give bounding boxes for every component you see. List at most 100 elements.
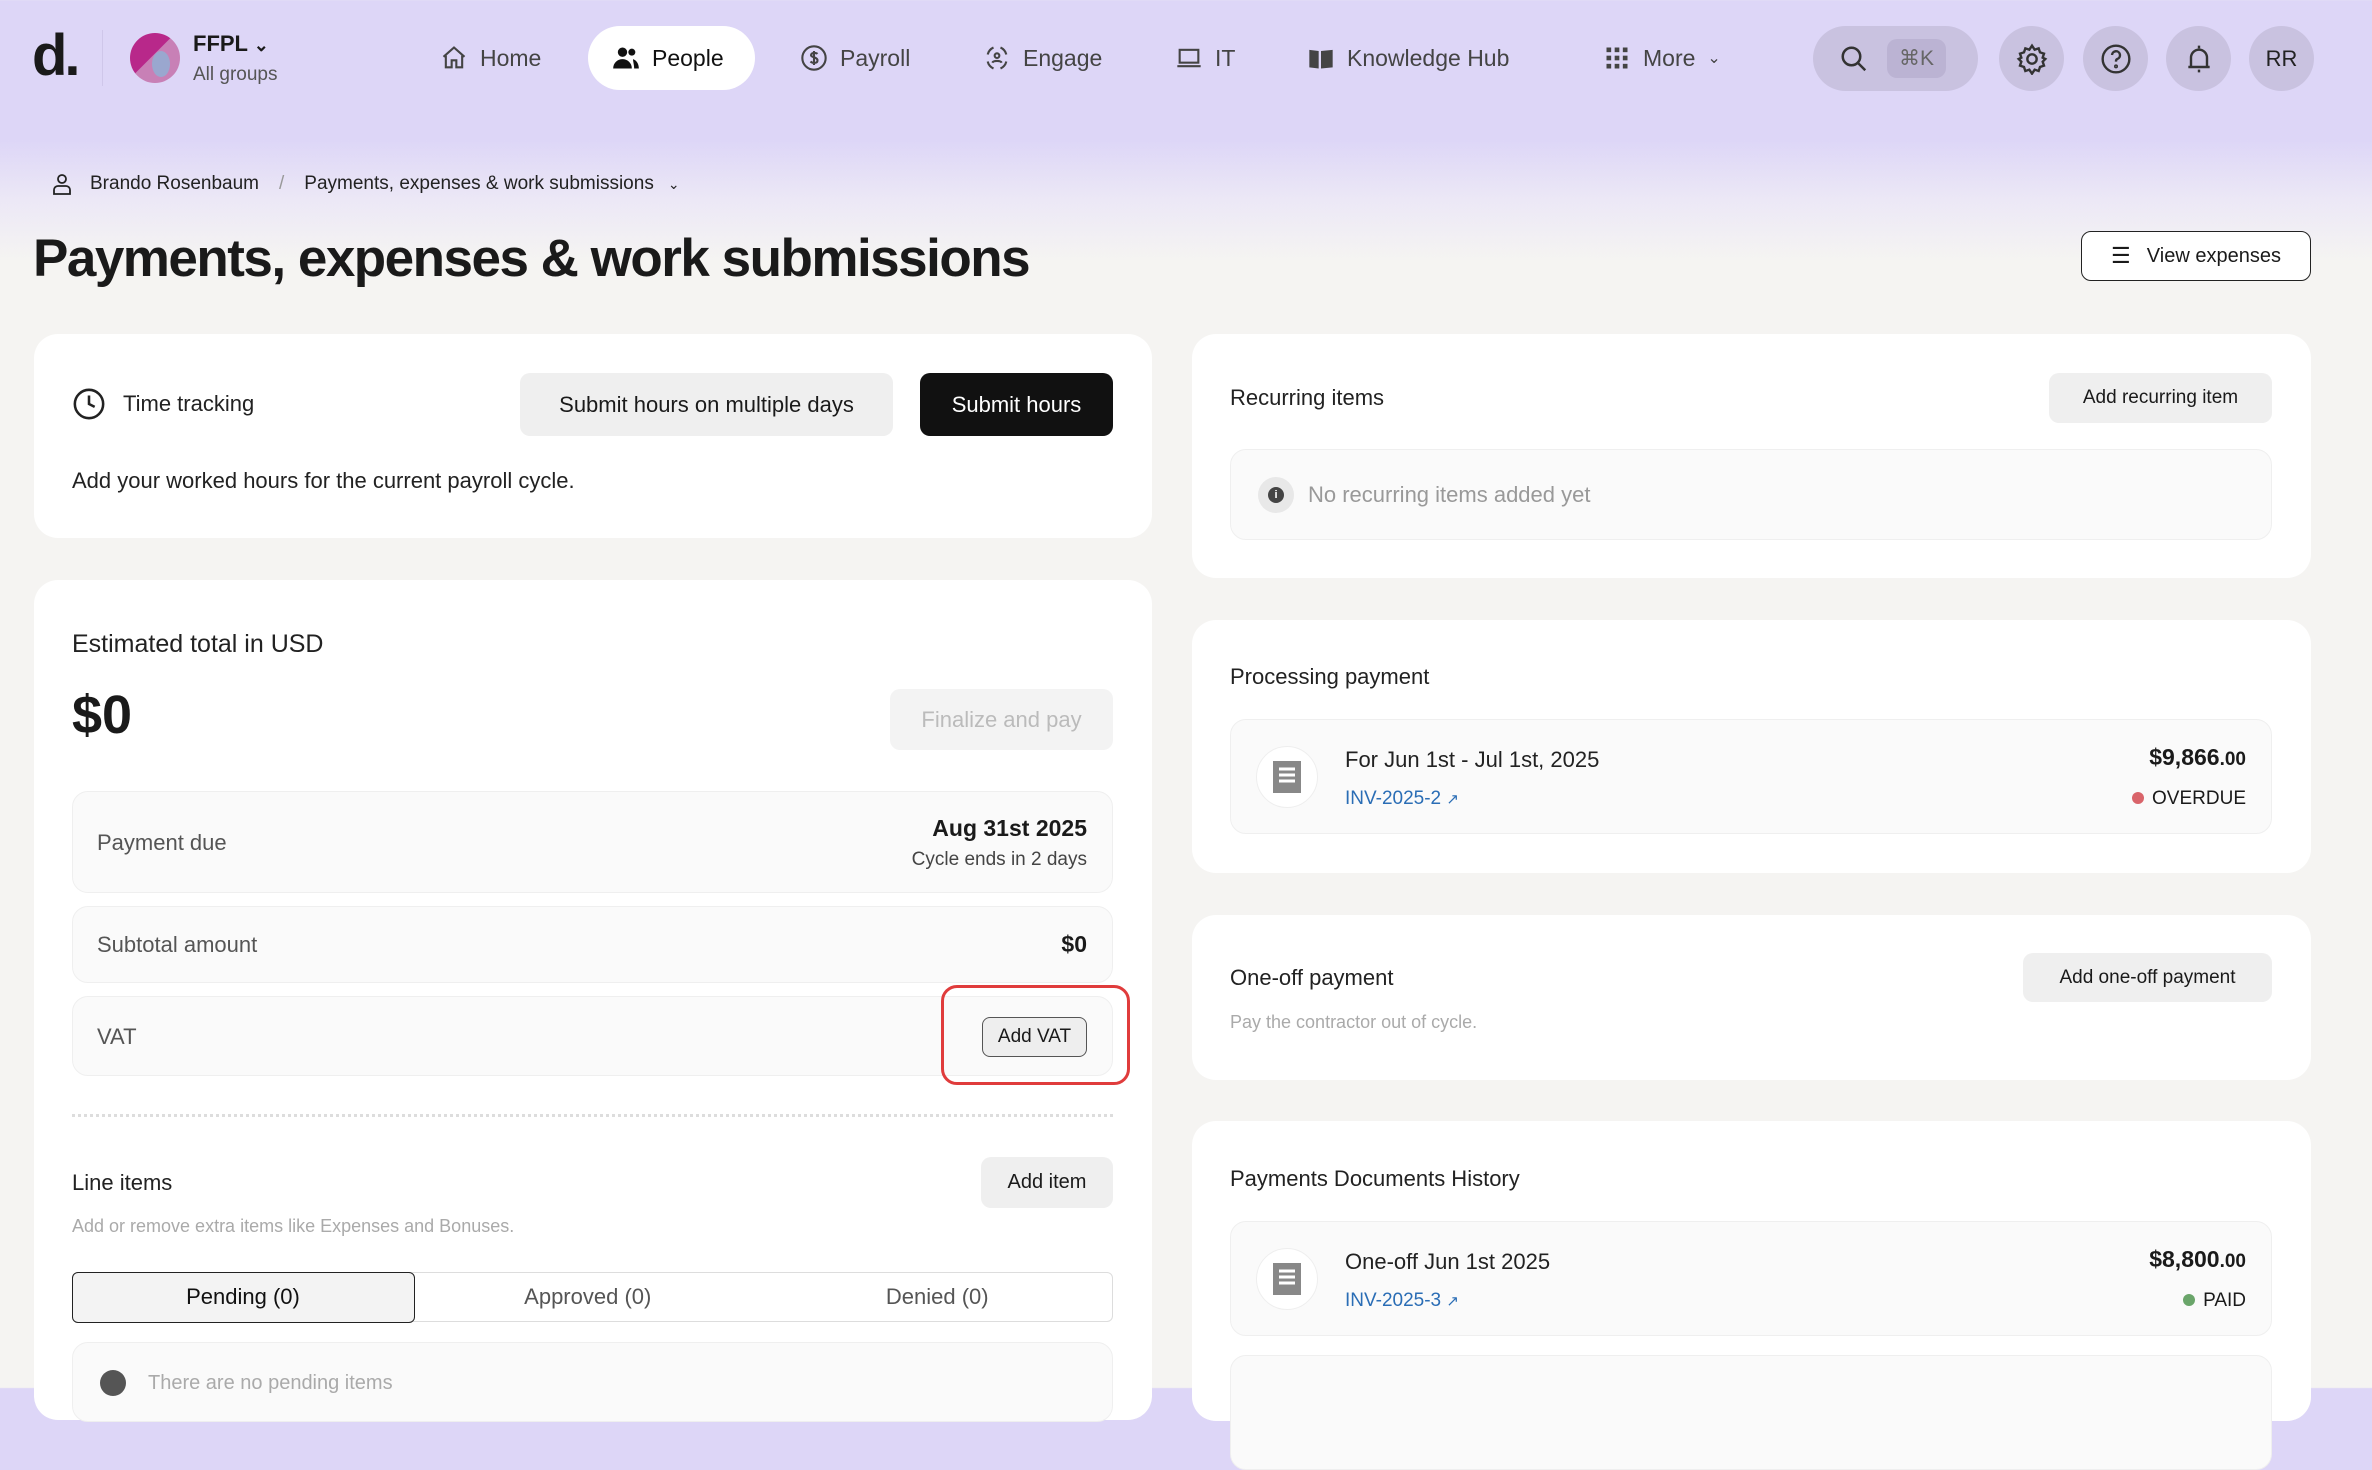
chevron-down-icon: ⌄ [1707, 50, 1721, 67]
processing-title: Processing payment [1230, 664, 1430, 689]
tab-pending[interactable]: Pending (0) [71, 1271, 415, 1323]
one-off-description: Pay the contractor out of cycle. [1230, 1012, 1478, 1032]
book-icon [1309, 49, 1333, 69]
breadcrumb-person[interactable]: Brando Rosenbaum [90, 173, 259, 194]
nav-home[interactable]: Home [416, 26, 565, 90]
chevron-down-icon[interactable]: ⌄ [667, 175, 680, 192]
submit-multiple-days-button[interactable]: Submit hours on multiple days [520, 373, 893, 436]
payment-due-date: Aug 31st 2025 [932, 815, 1087, 841]
line-items-tabs: Pending (0) Approved (0) Denied (0) [71, 1271, 1113, 1323]
add-recurring-item-button[interactable]: Add recurring item [2049, 373, 2272, 423]
status-dot [2132, 792, 2145, 804]
status-text: OVERDUE [2152, 788, 2246, 809]
view-expenses-button[interactable]: ☰ View expenses [2081, 231, 2311, 281]
status-badge: OVERDUE [2132, 788, 2246, 810]
time-tracking-card [34, 334, 1152, 538]
history-item-amount: $8,800.00 [2149, 1246, 2246, 1273]
subtotal-label: Subtotal amount [97, 932, 258, 957]
org-switcher[interactable]: FFPL ⌄ [193, 31, 269, 57]
nav-it[interactable]: IT [1151, 26, 1259, 90]
amount: $9,866 [2149, 744, 2220, 770]
add-vat-button[interactable]: Add VAT [982, 1017, 1087, 1057]
page-title: Payments, expenses & work submissions [33, 229, 1031, 288]
help-icon [2100, 43, 2131, 74]
help-button[interactable] [2083, 26, 2148, 91]
receipt-icon [1256, 1248, 1318, 1310]
recurring-empty [1230, 449, 2272, 540]
add-item-button[interactable]: Add item [981, 1157, 1113, 1208]
tab-denied[interactable]: Denied (0) [885, 1284, 989, 1309]
home-icon [442, 46, 466, 69]
add-one-off-payment-button[interactable]: Add one-off payment [2023, 953, 2272, 1002]
estimate-title: Estimated total in USD [72, 630, 324, 658]
invoice-link[interactable]: INV-2025-2 ↗ [1345, 788, 1459, 810]
estimate-total: $0 [72, 685, 133, 745]
nav-label: IT [1215, 44, 1236, 71]
amount: $8,800 [2149, 1246, 2220, 1272]
processing-item-amount: $9,866.00 [2149, 744, 2246, 771]
nav-people[interactable]: People [588, 26, 755, 90]
org-name: FFPL [193, 31, 248, 56]
user-avatar[interactable]: RR [2249, 26, 2314, 91]
line-items-empty-text: There are no pending items [148, 1372, 393, 1394]
nav-label: People [652, 44, 724, 71]
tab-approved[interactable]: Approved (0) [524, 1284, 652, 1309]
search-button[interactable]: ⌘K [1813, 26, 1978, 91]
status-badge: PAID [2183, 1290, 2246, 1312]
org-avatar[interactable] [130, 33, 180, 83]
breadcrumb-current[interactable]: Payments, expenses & work submissions [304, 173, 654, 194]
button-label: View expenses [2146, 244, 2281, 267]
invoice-link[interactable]: INV-2025-3 ↗ [1345, 1290, 1459, 1312]
nav-knowledge-hub[interactable]: Knowledge Hub [1283, 26, 1533, 90]
logo[interactable]: d. [32, 23, 81, 88]
processing-item-title: For Jun 1st - Jul 1st, 2025 [1345, 747, 1600, 772]
engage-icon [986, 46, 1008, 70]
time-tracking-description: Add your worked hours for the current pa… [72, 468, 575, 493]
status-text: PAID [2203, 1290, 2246, 1311]
invoice-number: INV-2025-3 [1345, 1290, 1442, 1311]
history-title: Payments Documents History [1230, 1166, 1520, 1191]
divider [72, 1114, 1113, 1117]
list-icon: ☰ [2111, 243, 2131, 268]
divider [102, 30, 103, 86]
nav-payroll[interactable]: Payroll [776, 26, 934, 90]
subtotal-row [72, 906, 1113, 983]
invoice-number: INV-2025-2 [1345, 788, 1442, 809]
search-icon [1841, 46, 1867, 71]
history-item-title: One-off Jun 1st 2025 [1345, 1249, 1551, 1274]
line-items-title: Line items [72, 1170, 173, 1195]
history-item[interactable] [1230, 1355, 2272, 1470]
submit-hours-button[interactable]: Submit hours [920, 373, 1113, 436]
status-dot [2183, 1294, 2196, 1306]
finalize-and-pay-button[interactable]: Finalize and pay [890, 689, 1113, 750]
settings-button[interactable] [1999, 26, 2064, 91]
payment-due-label: Payment due [97, 830, 227, 855]
time-tracking-title: Time tracking [123, 391, 255, 416]
info-icon: i [1258, 477, 1294, 513]
history-item[interactable] [1230, 1221, 2272, 1336]
chevron-down-icon: ⌄ [253, 35, 269, 55]
grid-icon [1606, 47, 1628, 69]
vat-row [72, 996, 1113, 1076]
nav-label: More [1643, 44, 1696, 71]
recurring-title: Recurring items [1230, 385, 1385, 410]
vat-label: VAT [97, 1024, 137, 1049]
clock-icon [73, 388, 105, 420]
nav-label: Payroll [840, 44, 911, 71]
amount-cents: .00 [2219, 1251, 2246, 1272]
external-link-icon: ↗ [1446, 791, 1459, 808]
subtotal-value: $0 [1061, 931, 1087, 957]
recurring-empty-text: No recurring items added yet [1308, 482, 1591, 507]
person-icon [53, 174, 71, 195]
nav-label: Knowledge Hub [1347, 44, 1510, 71]
org-groups: All groups [193, 64, 278, 85]
notifications-button[interactable] [2166, 26, 2231, 91]
processing-payment-item[interactable] [1230, 719, 2272, 834]
nav-more[interactable]: More ⌄ [1579, 26, 1745, 90]
amount-cents: .00 [2219, 749, 2246, 770]
receipt-icon [1256, 746, 1318, 808]
bell-icon [2187, 45, 2210, 72]
nav-label: Home [480, 44, 542, 71]
highlight-box [941, 985, 1130, 1085]
nav-engage[interactable]: Engage [959, 26, 1126, 90]
